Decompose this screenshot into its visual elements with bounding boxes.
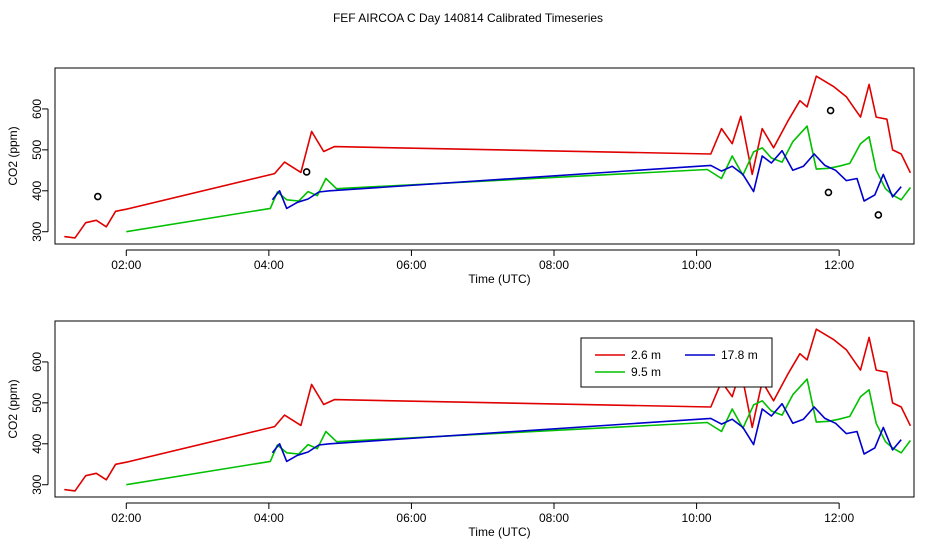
series-line-2-6-m bbox=[64, 328, 912, 492]
panel-1: 02:00 04:00 06:00 08:00 10:00 12:00 Time (UTC)… bbox=[6, 67, 915, 286]
x-axis-label: Time (UTC) bbox=[468, 525, 530, 539]
x-axis-label: Time (UTC) bbox=[468, 272, 530, 286]
y-tick-label: 400 bbox=[30, 433, 44, 453]
plot-frame bbox=[54, 67, 915, 245]
legend-label: 2.6 m bbox=[631, 348, 661, 362]
x-tick-label: 12:00 bbox=[824, 511, 854, 525]
x-tick-label: 02:00 bbox=[111, 258, 141, 272]
series-line-17-8-m bbox=[271, 402, 902, 463]
data-marker bbox=[824, 188, 833, 197]
legend-label: 17.8 m bbox=[721, 348, 758, 362]
y-tick-label: 400 bbox=[30, 180, 44, 200]
legend-label: 9.5 m bbox=[631, 365, 661, 379]
series-line-2-6-m bbox=[64, 75, 912, 239]
panel-2: 02:00 04:00 06:00 08:00 10:00 12:00 Time (UTC)… bbox=[6, 320, 915, 539]
x-tick-label: 10:00 bbox=[682, 511, 712, 525]
x-tick-label: 12:00 bbox=[824, 258, 854, 272]
y-tick-label: 600 bbox=[30, 352, 44, 372]
series-line-17-8-m bbox=[271, 149, 902, 210]
legend: 2.6 m 9.5 m 17.8 m bbox=[580, 337, 773, 388]
series-line-9-5-m bbox=[126, 125, 912, 233]
y-axis-label: CO2 (ppm) bbox=[6, 126, 20, 185]
y-axis-label: CO2 (ppm) bbox=[6, 379, 20, 438]
series-line-9-5-m bbox=[126, 378, 912, 486]
x-tick-label: 08:00 bbox=[539, 258, 569, 272]
data-marker bbox=[302, 168, 311, 176]
y-tick-label: 500 bbox=[30, 393, 44, 413]
x-tick-label: 04:00 bbox=[254, 258, 284, 272]
y-tick-label: 600 bbox=[30, 99, 44, 119]
x-tick-label: 06:00 bbox=[396, 511, 426, 525]
x-tick-label: 02:00 bbox=[111, 511, 141, 525]
y-tick-label: 300 bbox=[30, 221, 44, 241]
figure-title: FEF AIRCOA C Day 140814 Calibrated Times… bbox=[333, 11, 603, 25]
x-tick-label: 10:00 bbox=[682, 258, 712, 272]
data-marker bbox=[93, 192, 102, 201]
x-tick-label: 04:00 bbox=[254, 511, 284, 525]
plot-frame bbox=[54, 320, 915, 498]
y-tick-label: 500 bbox=[30, 140, 44, 160]
x-tick-label: 08:00 bbox=[539, 511, 569, 525]
y-tick-label: 300 bbox=[30, 474, 44, 494]
legend-box bbox=[580, 337, 773, 388]
x-tick-label: 06:00 bbox=[396, 258, 426, 272]
data-marker bbox=[826, 106, 835, 115]
data-marker bbox=[874, 211, 883, 219]
